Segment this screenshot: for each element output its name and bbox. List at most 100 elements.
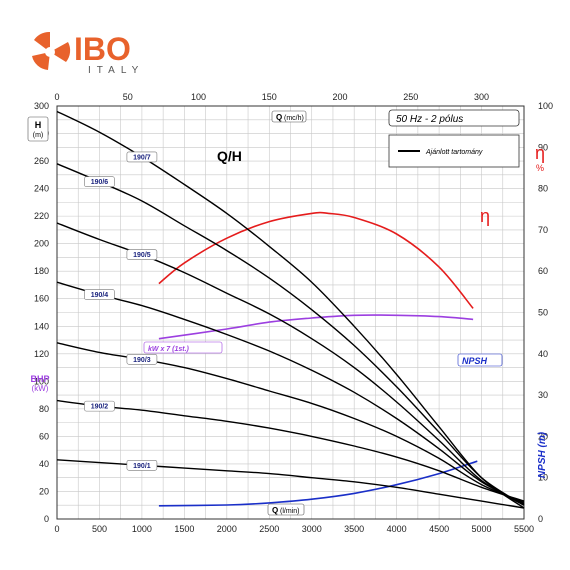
curve-tag: 190/7 xyxy=(133,154,151,161)
top-x-label-symbol: Q xyxy=(276,113,282,122)
top-x-label-unit: (mc/h) xyxy=(284,115,304,122)
plot-frame xyxy=(56,105,525,520)
chart-title: Q/H xyxy=(217,148,242,164)
curve-tag: 190/4 xyxy=(91,292,109,299)
head-curve xyxy=(56,163,525,506)
curve-tag-box xyxy=(126,249,158,260)
npsh-curve-label: NPSH xyxy=(462,356,488,366)
y-tick-label: 160 xyxy=(34,294,49,304)
y-tick-label: 180 xyxy=(34,266,49,276)
y-tick-label: 260 xyxy=(34,156,49,166)
curve-tag-box xyxy=(84,176,115,188)
eta-tick-label: 20 xyxy=(538,431,548,441)
x-tick-label: 2000 xyxy=(217,524,237,534)
y-label-box xyxy=(27,116,49,142)
bhp-label-symbol: BHP xyxy=(30,374,49,384)
x-tick-label: 4500 xyxy=(429,524,449,534)
eta-tick-label: 70 xyxy=(538,225,548,235)
x-tick-label: 5000 xyxy=(472,524,492,534)
x-label-unit: (l/min) xyxy=(280,508,299,515)
x-tick-label: 5500 xyxy=(514,524,534,534)
chart-labels: H(m)BHP(kW)η%NPSH (m)Q (mc/h)Q (l/min)Q/H5… xyxy=(27,109,548,516)
info-box-text: 50 Hz - 2 pólus xyxy=(396,114,463,125)
eta-curve-label: η xyxy=(480,206,490,226)
npsh-curve-group xyxy=(158,460,478,507)
chart-grid xyxy=(57,106,524,519)
axis-ticks: 0 500 1000 1500 2000 2500 3000 3500 4000 4500 5000… xyxy=(34,92,553,534)
eta-curve xyxy=(158,211,474,309)
eta-curve-group xyxy=(158,211,474,309)
y-tick-label: 20 xyxy=(39,486,49,496)
eta-tick-label: 60 xyxy=(538,266,548,276)
ibo-logo: IBO ITALY xyxy=(28,26,168,76)
y-tick-label: 40 xyxy=(39,459,49,469)
eta-tick-label: 40 xyxy=(538,349,548,359)
x-tick-label: 500 xyxy=(92,524,107,534)
y-tick-label: 140 xyxy=(34,321,49,331)
top-x-label-box xyxy=(271,110,307,123)
propeller-icon xyxy=(32,31,71,70)
npsh-axis-label: NPSH (m) xyxy=(537,431,548,478)
eta-axis-symbol: η xyxy=(535,143,545,163)
curve-tag-box xyxy=(84,289,115,300)
eta-tick-label: 0 xyxy=(538,514,543,524)
x-tick-label: 1000 xyxy=(132,524,152,534)
curve-tag: 190/5 xyxy=(133,252,151,259)
x-tick-label: 3500 xyxy=(344,524,364,534)
top-x-tick-label: 300 xyxy=(474,92,489,102)
y-tick-label: 120 xyxy=(34,349,49,359)
y-tick-label: 200 xyxy=(34,239,49,249)
curve-tag-box xyxy=(84,400,115,412)
curve-tag: 190/2 xyxy=(91,404,109,411)
top-x-tick-label: 100 xyxy=(191,92,206,102)
curve-tag: 190/6 xyxy=(91,179,109,186)
top-x-tick-label: 200 xyxy=(333,92,348,102)
y-tick-label: 220 xyxy=(34,211,49,221)
power-curve-group xyxy=(158,314,474,340)
eta-tick-label: 90 xyxy=(538,142,548,152)
y-tick-label: 80 xyxy=(39,404,49,414)
npsh-label-box xyxy=(457,353,503,367)
npsh-curve xyxy=(158,460,478,507)
eta-tick-label: 80 xyxy=(538,184,548,194)
power-curve-label: kW x 7 (1st.) xyxy=(148,346,190,353)
eta-tick-label: 10 xyxy=(538,473,548,483)
y-tick-label: 0 xyxy=(44,514,49,524)
ibo-logo-mark: IBO ITALY xyxy=(32,31,144,76)
x-tick-label: 2500 xyxy=(259,524,279,534)
eta-tick-label: 50 xyxy=(538,308,548,318)
curve-tag-box xyxy=(126,460,158,471)
top-x-tick-label: 50 xyxy=(123,92,133,102)
curve-tag-box xyxy=(126,151,158,163)
x-tick-label: 0 xyxy=(54,524,59,534)
x-label-box xyxy=(267,503,305,516)
x-label-symbol: Q xyxy=(272,506,278,515)
eta-axis-unit: % xyxy=(536,163,544,173)
legend-label: Ajánlott tartomány xyxy=(425,149,483,156)
curve-tag: 190/1 xyxy=(133,463,151,470)
curve-tag: 190/3 xyxy=(133,357,151,364)
y-tick-label: 240 xyxy=(34,184,49,194)
y-label-unit: (m) xyxy=(33,132,44,139)
x-tick-label: 1500 xyxy=(174,524,194,534)
info-box xyxy=(388,109,520,127)
logo-brand: IBO xyxy=(74,31,131,67)
head-curve xyxy=(56,399,525,502)
y-tick-label: 100 xyxy=(34,376,49,386)
eta-tick-label: 100 xyxy=(538,101,553,111)
top-x-tick-label: 0 xyxy=(54,92,59,102)
x-tick-label: 4000 xyxy=(387,524,407,534)
y-tick-label: 300 xyxy=(34,101,49,111)
head-curve xyxy=(56,281,525,505)
curve-tag-box xyxy=(126,354,158,365)
x-tick-label: 3000 xyxy=(302,524,322,534)
head-curves-group: 190/7 190/6 190/5 190/4 190/3 190/2 190/1 xyxy=(56,110,525,509)
bhp-label-unit: (kW) xyxy=(32,384,49,393)
top-x-tick-label: 150 xyxy=(262,92,277,102)
y-label-symbol: H xyxy=(35,120,42,130)
power-curve xyxy=(158,314,474,340)
power-label-box xyxy=(143,341,223,354)
logo-country: ITALY xyxy=(88,65,144,76)
top-x-tick-label: 250 xyxy=(403,92,418,102)
